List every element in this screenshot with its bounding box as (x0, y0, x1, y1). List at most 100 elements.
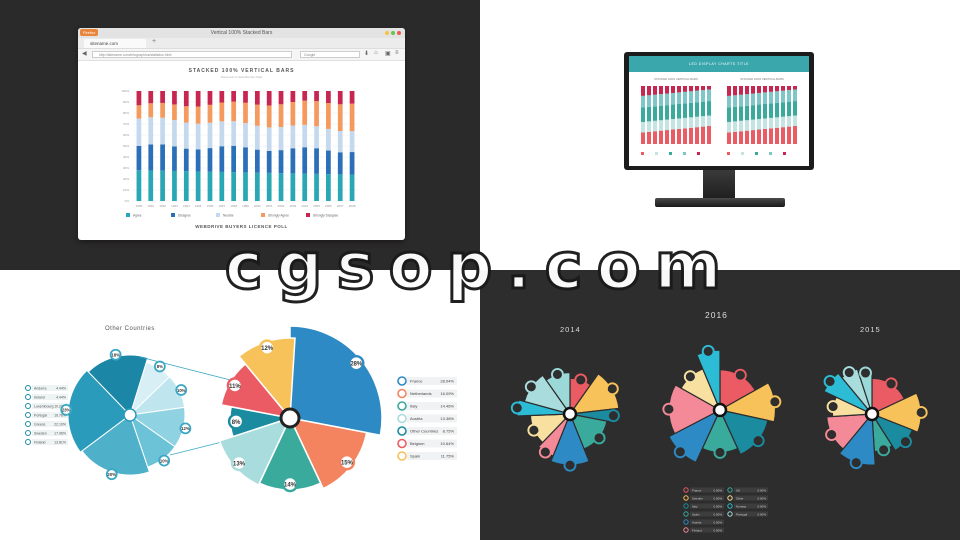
small-pie-slice (87, 354, 149, 416)
mini-chart-title: STACKED 100% VERTICAL BARS (654, 77, 698, 81)
value-badge (574, 373, 588, 387)
value-badge (768, 395, 782, 409)
mini-bar-segment (727, 86, 731, 96)
browser-titlebar: Firefox Vertical 100% Stacked Bars (78, 28, 405, 38)
bar-segment (349, 174, 355, 201)
bar-segment (254, 91, 260, 105)
mini-bar-segment (757, 119, 761, 130)
close-icon[interactable] (397, 31, 401, 35)
value-badge (563, 458, 577, 472)
back-icon[interactable]: ◀ (82, 51, 87, 57)
bar-segment (314, 173, 319, 201)
mini-bar-segment (665, 119, 669, 131)
mini-bar-segment (665, 93, 669, 106)
legend-pct: 16.09% (440, 391, 454, 396)
mini-bar-segment (793, 115, 797, 127)
window-controls (383, 31, 401, 37)
value-label: 4% (514, 406, 522, 411)
y-tick-label: 50% (123, 144, 129, 148)
chart-title: STACKED 100% VERTICAL BARS (188, 68, 295, 74)
legend-bar (734, 511, 768, 517)
mini-legend-swatch (755, 152, 758, 155)
mini-bar-segment (769, 128, 773, 144)
legend-pct: 13.81% (54, 441, 66, 445)
mini-bar-segment (751, 86, 755, 94)
mini-bar-segment (683, 86, 687, 92)
value-label: 15% (664, 407, 674, 412)
legend-ring (25, 430, 31, 436)
mini-bar-segment (641, 132, 645, 144)
legend-ring (25, 385, 31, 391)
home-icon[interactable]: ⌂ (374, 50, 378, 56)
mini-bar-segment (751, 130, 755, 144)
bar-segment (337, 152, 343, 175)
monitor-charts: STACKED 100% VERTICAL BARS STACKED 100% V… (641, 77, 797, 155)
bar-segment (172, 120, 177, 147)
legend-ring (25, 394, 31, 400)
download-icon[interactable]: ⬇ (364, 51, 370, 57)
pie-center (864, 406, 880, 422)
value-badge (179, 422, 192, 435)
x-tick-label: 2002 (278, 204, 285, 208)
value-label: 13% (715, 450, 725, 455)
bar-segment (314, 101, 319, 127)
x-tick-label: 1993 (171, 204, 178, 208)
legend-pct: 10.22% (54, 405, 66, 409)
legend-ring (397, 438, 407, 449)
value-badge (605, 382, 619, 396)
y-tick-label: 100% (121, 89, 129, 93)
value-badge (606, 409, 620, 423)
legend-bar (407, 402, 457, 410)
legend-swatch (216, 213, 220, 217)
minimize-icon[interactable] (385, 31, 389, 35)
mini-bar-segment (683, 128, 687, 144)
mini-bar-segment (641, 86, 645, 96)
legend-pct: 11.75% (441, 454, 455, 459)
tab-sitename[interactable]: sitename.com (84, 39, 146, 48)
year-label-2015: 2015 (860, 325, 881, 334)
legend-bar (32, 412, 68, 418)
value-badge (60, 404, 73, 416)
value-badge (105, 468, 118, 481)
mini-bar-segment (733, 95, 737, 107)
value-label: 14% (284, 482, 297, 488)
value-badge (842, 366, 856, 380)
value-label: 10% (901, 440, 911, 445)
bar-segment (231, 91, 237, 102)
three-pie-charts: 8% 11% 4% 13% 10% 5% 10% 4% 9% 8% 16% 11% 14% 13% 10% 1… (510, 344, 928, 533)
value-label: 8% (830, 405, 838, 410)
mini-bar-segment (671, 86, 675, 93)
mini-bar-segment (701, 101, 705, 117)
maximize-icon[interactable] (391, 31, 395, 35)
browser-brand[interactable]: Firefox (80, 29, 99, 36)
legend-name: Portugal (736, 512, 748, 516)
bookmark-icon[interactable]: ▣ (385, 51, 391, 57)
legend-bar (690, 527, 724, 533)
value-label: 9% (528, 385, 536, 390)
bar-segment (290, 91, 296, 102)
bar-segment (160, 91, 165, 103)
mini-bar-segment (707, 101, 711, 116)
mini-bar-segment (787, 90, 791, 102)
legend-pct: 0.00% (713, 488, 722, 492)
url-input[interactable]: http://sitename.com/infographics/statist… (92, 51, 292, 58)
value-label: 11% (229, 384, 241, 390)
mini-bar-segment (641, 121, 645, 133)
mini-bar-segment (665, 130, 669, 144)
y-tick-label: 20% (123, 177, 129, 181)
bar-segment (195, 106, 201, 124)
menu-icon[interactable]: ≡ (395, 50, 399, 56)
mini-bar-segment (763, 128, 767, 144)
bar-segment (219, 171, 225, 201)
mini-bar-segment (701, 116, 705, 127)
legend-name: Italy (410, 404, 417, 409)
search-input[interactable]: Google (300, 51, 360, 58)
new-tab-icon[interactable]: + (152, 38, 157, 45)
mini-bar-segment (677, 128, 681, 144)
legend-bar (690, 511, 724, 517)
pie-center (712, 402, 728, 418)
bar-segment (148, 91, 154, 104)
mini-chart-title: STACKED 100% VERTICAL BARS (740, 77, 784, 81)
legend-swatch (261, 213, 265, 217)
legend-ring (727, 511, 733, 517)
